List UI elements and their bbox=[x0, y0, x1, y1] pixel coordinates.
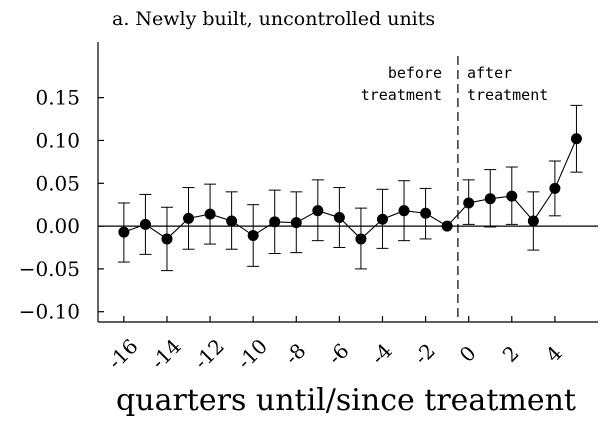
y-tick-label: −0.10 bbox=[19, 300, 80, 324]
data-point bbox=[118, 226, 130, 238]
x-tick-label: -16 bbox=[103, 334, 143, 374]
data-point bbox=[420, 207, 432, 219]
data-point bbox=[312, 205, 324, 217]
data-point bbox=[247, 230, 259, 242]
data-point bbox=[527, 215, 539, 227]
annotation-after: after treatment bbox=[467, 64, 548, 104]
chart-title: a. Newly built, uncontrolled units bbox=[112, 8, 435, 30]
data-point bbox=[139, 218, 151, 230]
y-tick-label: 0.15 bbox=[35, 86, 80, 110]
data-point bbox=[161, 233, 173, 245]
x-tick-label: 2 bbox=[498, 341, 524, 367]
x-axis-label: quarters until/since treatment bbox=[116, 383, 576, 418]
x-tick-label: 4 bbox=[541, 341, 567, 367]
data-point bbox=[333, 212, 345, 224]
data-point bbox=[549, 182, 561, 194]
x-axis-ticks: -16 -14 -12 -10 -8 -6 -4 -2 0 2 4 bbox=[103, 316, 567, 374]
data-point bbox=[506, 190, 518, 202]
y-tick-label: 0.05 bbox=[35, 171, 80, 195]
x-tick-label: -2 bbox=[409, 339, 440, 370]
data-point bbox=[290, 217, 302, 229]
data-point bbox=[183, 212, 195, 224]
data-point bbox=[204, 208, 216, 220]
x-tick-label: -8 bbox=[280, 339, 311, 370]
x-tick-label: -6 bbox=[323, 339, 354, 370]
y-tick-label: 0.00 bbox=[35, 214, 80, 238]
annotation-before-line2: treatment bbox=[361, 86, 442, 104]
x-tick-label: -14 bbox=[146, 334, 186, 374]
x-tick-label: -4 bbox=[366, 339, 397, 370]
annotation-before: before treatment bbox=[361, 64, 442, 104]
data-point bbox=[269, 216, 281, 228]
annotation-after-line2: treatment bbox=[467, 86, 548, 104]
data-point bbox=[398, 205, 410, 217]
data-point bbox=[355, 233, 367, 245]
data-point bbox=[226, 215, 238, 227]
x-tick-label: 0 bbox=[455, 341, 481, 367]
x-tick-label: -10 bbox=[232, 334, 272, 374]
series-estimates bbox=[117, 104, 583, 272]
data-point bbox=[570, 133, 582, 145]
y-tick-label: −0.05 bbox=[19, 257, 80, 281]
data-point bbox=[484, 193, 496, 205]
y-tick-label: 0.10 bbox=[35, 128, 80, 152]
series-connecting-line bbox=[123, 138, 577, 240]
x-tick-label: -12 bbox=[189, 334, 229, 374]
data-point bbox=[376, 213, 388, 225]
plot-area bbox=[97, 42, 598, 323]
data-point bbox=[441, 220, 453, 232]
annotation-before-line1: before bbox=[388, 64, 442, 82]
y-axis-ticks: −0.10 −0.05 0.00 0.05 0.10 0.15 bbox=[19, 86, 104, 324]
annotation-after-line1: after bbox=[467, 64, 512, 82]
data-point bbox=[463, 197, 475, 209]
